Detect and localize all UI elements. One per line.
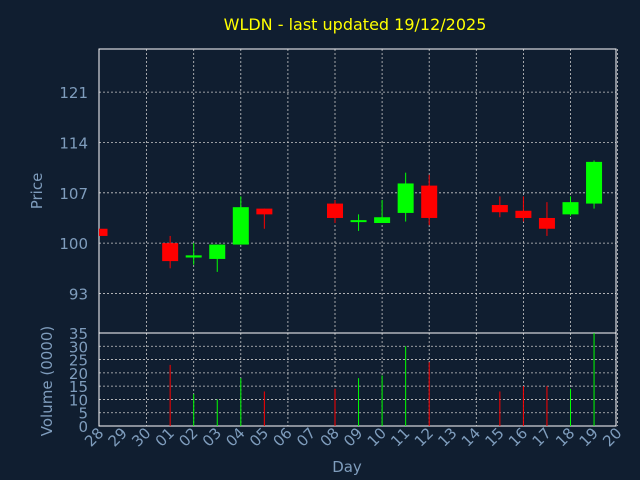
day-tick-label: 09 xyxy=(340,424,366,450)
volume-tick-label: 10 xyxy=(69,391,88,409)
day-tick-label: 07 xyxy=(293,424,319,450)
candle-body xyxy=(421,185,438,218)
volume-tick-label: 30 xyxy=(69,338,88,356)
day-tick-label: 11 xyxy=(387,424,413,450)
candle-body xyxy=(185,255,202,258)
candle-body xyxy=(162,243,179,262)
price-tick-label: 121 xyxy=(59,84,88,102)
day-tick-label: 01 xyxy=(152,424,178,450)
day-tick-label: 15 xyxy=(481,424,507,450)
day-tick-label: 29 xyxy=(105,424,131,450)
day-tick-label: 02 xyxy=(175,424,201,450)
volume-tick-label: 35 xyxy=(69,325,88,343)
candle-body xyxy=(562,202,579,215)
candle-body xyxy=(374,217,391,223)
volume-axis-label: Volume (0000) xyxy=(38,326,56,436)
candle-body xyxy=(538,217,555,229)
candle-body xyxy=(586,161,603,204)
price-tick-labels: 93 100 107 114 121 xyxy=(59,84,88,303)
candle-body xyxy=(491,205,508,213)
day-tick-label: 20 xyxy=(599,424,625,450)
price-tick-label: 93 xyxy=(69,285,88,303)
price-tick-label: 107 xyxy=(59,185,88,203)
volume-tick-label: 15 xyxy=(69,378,88,396)
day-tick-label: 05 xyxy=(246,424,272,450)
price-axis-label: Price xyxy=(28,173,46,210)
day-tick-label: 16 xyxy=(505,424,531,450)
volume-bars xyxy=(169,333,595,426)
day-tick-label: 10 xyxy=(364,424,390,450)
volume-tick-label: 0 xyxy=(78,418,88,436)
volume-plot-area xyxy=(98,332,617,427)
price-gridlines xyxy=(99,49,618,333)
day-tick-label: 19 xyxy=(576,424,602,450)
day-tick-label: 08 xyxy=(317,424,343,450)
candle-body xyxy=(209,244,226,259)
price-tick-label: 114 xyxy=(59,134,88,152)
price-tick-label: 100 xyxy=(59,235,88,253)
day-tick-label: 06 xyxy=(269,424,295,450)
day-tick-label: 04 xyxy=(222,424,248,450)
day-tick-label: 03 xyxy=(199,424,225,450)
volume-tick-label: 25 xyxy=(69,352,88,370)
candle-body xyxy=(99,228,108,236)
day-tick-label: 12 xyxy=(411,424,437,450)
candle-body xyxy=(350,220,367,223)
price-plot-area xyxy=(98,48,617,334)
candle-body xyxy=(397,183,414,213)
chart-title: WLDN - last updated 19/12/2025 xyxy=(224,15,487,34)
day-tick-labels: 2829300102030405060708091011121314151617… xyxy=(81,424,625,450)
price-candles xyxy=(99,160,603,272)
x-axis-label: Day xyxy=(332,458,362,476)
day-tick-label: 13 xyxy=(434,424,460,450)
volume-tick-label: 5 xyxy=(78,405,88,423)
day-tick-label: 17 xyxy=(529,424,555,450)
day-tick-label: 18 xyxy=(552,424,578,450)
candle-body xyxy=(232,207,249,245)
candle-body xyxy=(256,208,273,215)
volume-tick-label: 20 xyxy=(69,365,88,383)
day-tick-label: 30 xyxy=(128,424,154,450)
day-tick-label: 14 xyxy=(458,424,484,450)
candle-body xyxy=(327,203,343,218)
candle-body xyxy=(515,210,532,218)
